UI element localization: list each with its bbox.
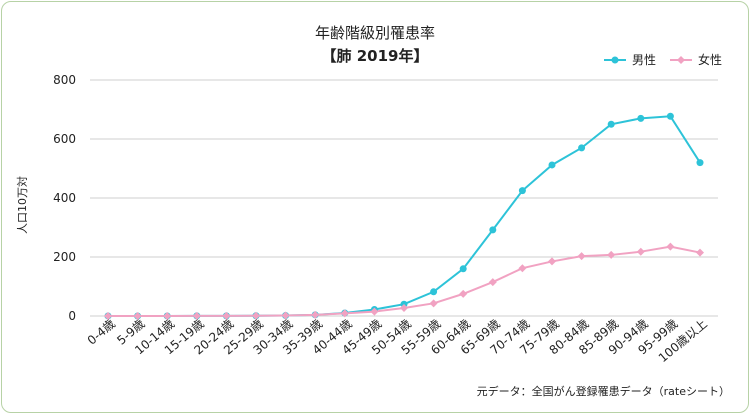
data-point-female [400, 304, 408, 313]
data-point-female [548, 257, 556, 266]
data-point-female [133, 311, 142, 320]
series-line-male [107, 115, 701, 317]
data-point-male [578, 144, 586, 152]
data-point-male [430, 288, 438, 296]
data-point-female [696, 248, 704, 257]
y-tick-label: 600 [53, 132, 76, 146]
data-point-female [488, 278, 497, 287]
data-point-male [459, 265, 467, 273]
source-note: 元データ：全国がん登録罹患データ（rateシート） [476, 385, 730, 398]
legend-label-male: 男性 [632, 53, 657, 67]
data-point-female [340, 309, 349, 318]
data-point-female [252, 311, 260, 320]
data-point-male [696, 159, 704, 167]
data-point-female [666, 242, 675, 251]
data-point-female [429, 299, 438, 308]
data-point-male [637, 114, 645, 122]
chart-title: 年齢階級別罹患率 [314, 24, 435, 42]
y-tick-label: 200 [53, 250, 76, 264]
chart-subtitle: 【肺 2019年】 [321, 47, 429, 65]
data-point-female [577, 252, 586, 261]
legend-item-female: 女性 [670, 51, 722, 68]
data-point-female [281, 311, 290, 320]
data-point-female [370, 307, 379, 316]
y-tick-label: 400 [53, 191, 76, 205]
y-tick-label: 0 [68, 309, 76, 323]
legend-swatch-female [670, 55, 692, 64]
data-point-female [518, 264, 527, 273]
data-point-female [222, 311, 231, 320]
x-tick-label: 0-4歳 [85, 317, 118, 348]
data-point-female [104, 311, 112, 320]
y-tick-label: 800 [53, 73, 76, 87]
legend-label-female: 女性 [698, 53, 723, 67]
data-point-female [459, 289, 468, 298]
legend-swatch-male [604, 56, 626, 63]
data-point-female [163, 311, 172, 320]
data-point-male [666, 112, 674, 120]
data-point-male [548, 161, 556, 169]
data-point-male [607, 120, 615, 128]
data-point-female [192, 311, 201, 320]
data-point-female [607, 250, 616, 259]
data-point-female [636, 247, 645, 256]
legend-item-male: 男性 [604, 51, 656, 68]
data-point-male [489, 226, 497, 234]
data-point-male [518, 187, 526, 195]
data-point-female [311, 310, 320, 319]
